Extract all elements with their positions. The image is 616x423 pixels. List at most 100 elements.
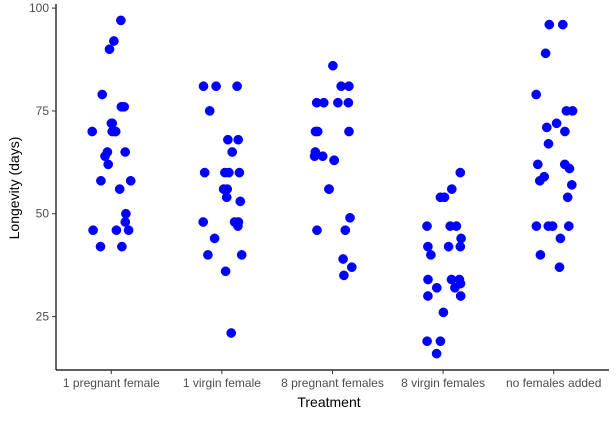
data-point [344, 126, 354, 137]
data-point [531, 221, 542, 231]
data-point [543, 138, 554, 149]
data-point [338, 254, 348, 264]
data-point [535, 250, 546, 260]
data-point [97, 89, 108, 100]
data-point [431, 348, 442, 359]
data-point [328, 60, 338, 71]
data-point [116, 15, 126, 26]
data-point [445, 221, 456, 231]
data-point [220, 266, 231, 277]
data-point [125, 175, 136, 186]
data-point [423, 241, 433, 252]
data-point [446, 184, 457, 194]
data-point [221, 192, 232, 203]
data-point [423, 274, 433, 285]
data-point [111, 225, 122, 236]
data-point [198, 217, 209, 227]
x-tick-label: 1 virgin female [183, 376, 261, 390]
data-point [422, 336, 432, 347]
data-point [233, 134, 244, 145]
data-point [455, 167, 466, 178]
data-point [88, 225, 98, 236]
data-point [554, 262, 565, 273]
data-point [95, 241, 106, 252]
data-point [324, 184, 334, 194]
data-point [566, 180, 577, 190]
x-tick-label: 8 virgin females [401, 376, 485, 390]
data-point [120, 147, 131, 157]
data-point [116, 101, 127, 112]
data-point [340, 225, 351, 236]
x-tick-label: 8 pregnant females [281, 376, 384, 390]
data-point [333, 97, 343, 108]
data-point [343, 97, 354, 108]
data-point [100, 151, 110, 162]
data-point [534, 175, 545, 186]
data-point [312, 126, 323, 137]
data-point [423, 291, 433, 301]
data-point [96, 175, 106, 186]
data-point [204, 106, 215, 116]
data-point [110, 126, 121, 137]
x-tick-label: no females added [506, 376, 601, 390]
data-point [557, 19, 568, 30]
data-point [198, 81, 209, 92]
data-point [318, 97, 329, 108]
data-point [555, 233, 566, 244]
data-point [543, 221, 554, 231]
data-point [104, 44, 115, 55]
data-point [455, 241, 466, 252]
data-point [211, 81, 221, 92]
data-point [117, 241, 127, 252]
data-point [551, 118, 562, 129]
data-point [531, 89, 542, 100]
data-point [346, 262, 357, 273]
data-point [226, 328, 237, 338]
data-point [227, 147, 238, 157]
y-tick-label: 25 [36, 310, 50, 324]
data-point [222, 184, 233, 194]
data-point [209, 233, 220, 244]
data-point [422, 221, 432, 231]
data-point [544, 19, 555, 30]
data-point [431, 282, 442, 293]
data-point [103, 159, 114, 170]
data-point [232, 81, 242, 92]
data-point [450, 282, 460, 293]
data-point [541, 122, 552, 133]
data-point [435, 192, 446, 203]
y-tick-label: 75 [36, 104, 50, 118]
data-point [107, 118, 118, 129]
data-point [223, 134, 233, 145]
data-point [562, 192, 573, 203]
data-point [455, 291, 466, 301]
x-axis-title: Treatment [297, 394, 360, 410]
data-point [220, 167, 230, 178]
data-point [199, 167, 210, 178]
data-point [203, 250, 213, 260]
data-point [312, 225, 322, 236]
y-tick-label: 50 [36, 207, 50, 221]
data-point [317, 151, 328, 162]
axes: 25 50 75 100 1 pregnant female 1 virgin femal… [29, 1, 609, 390]
data-point [336, 81, 347, 92]
data-point [438, 307, 449, 318]
data-point [560, 126, 570, 137]
data-point [329, 155, 340, 166]
data-point [345, 212, 355, 223]
data-point [234, 167, 245, 178]
y-tick-label: 100 [29, 1, 49, 15]
data-point [114, 184, 125, 194]
data-point [435, 336, 446, 347]
data-point [564, 163, 575, 174]
data-point [540, 48, 551, 59]
data-point [121, 208, 131, 219]
data-point [235, 196, 246, 207]
data-point [236, 250, 247, 260]
data-point [309, 151, 320, 162]
data-point [87, 126, 98, 137]
data-point [563, 221, 574, 231]
y-axis-title: Longevity (days) [6, 137, 22, 240]
data-point [109, 36, 119, 46]
